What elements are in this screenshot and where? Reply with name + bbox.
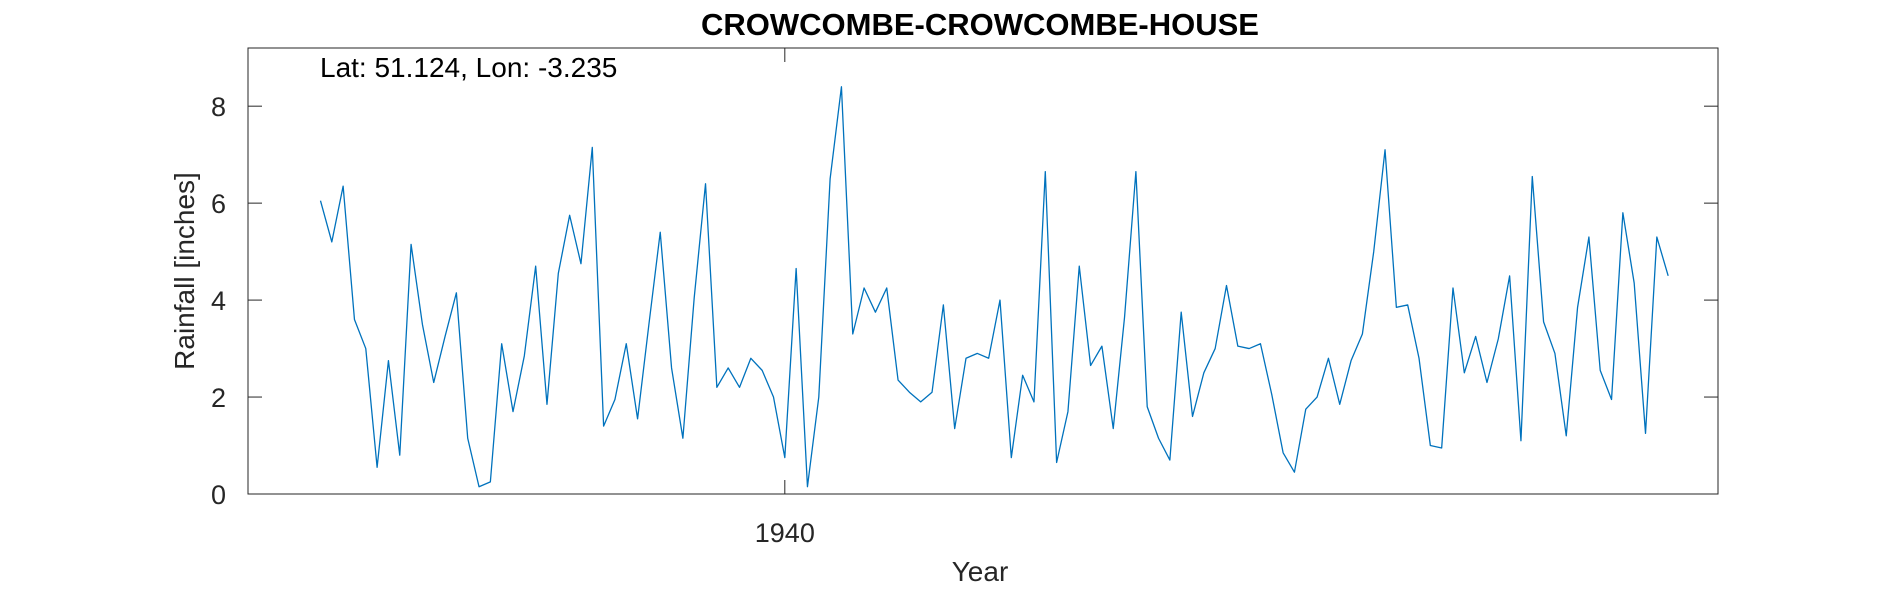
- y-tick-label: 2: [211, 383, 226, 413]
- rainfall-series-line: [319, 86, 1669, 488]
- y-axis: 0 2 4 6 8: [211, 92, 1718, 510]
- x-axis-label: Year: [952, 556, 1009, 587]
- y-axis-label: Rainfall [inches]: [169, 172, 200, 370]
- y-tick-label: 4: [211, 286, 226, 316]
- y-tick-label: 0: [211, 480, 226, 510]
- x-tick-label: 1940: [755, 518, 815, 548]
- y-tick-label: 8: [211, 92, 226, 122]
- x-axis: 1940: [755, 48, 815, 548]
- plot-area-frame: [247, 47, 1719, 495]
- location-annotation: Lat: 51.124, Lon: -3.235: [320, 52, 617, 83]
- chart-title: CROWCOMBE-CROWCOMBE-HOUSE: [701, 7, 1259, 42]
- y-tick-label: 6: [211, 189, 226, 219]
